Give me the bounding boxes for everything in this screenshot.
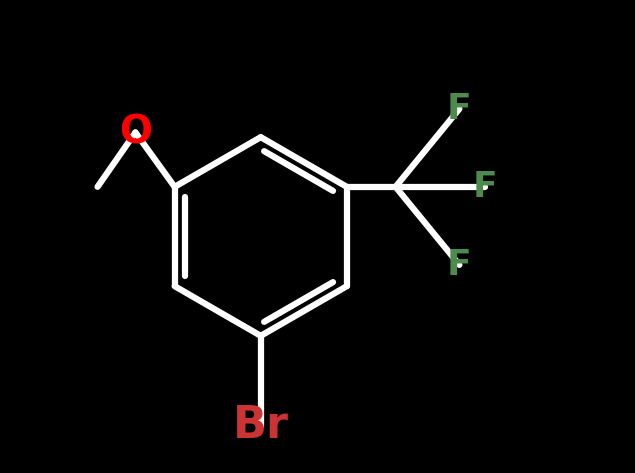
- Text: F: F: [473, 170, 498, 204]
- Text: F: F: [447, 92, 472, 126]
- Text: O: O: [119, 114, 152, 151]
- Text: Br: Br: [233, 404, 289, 447]
- Text: F: F: [447, 248, 472, 282]
